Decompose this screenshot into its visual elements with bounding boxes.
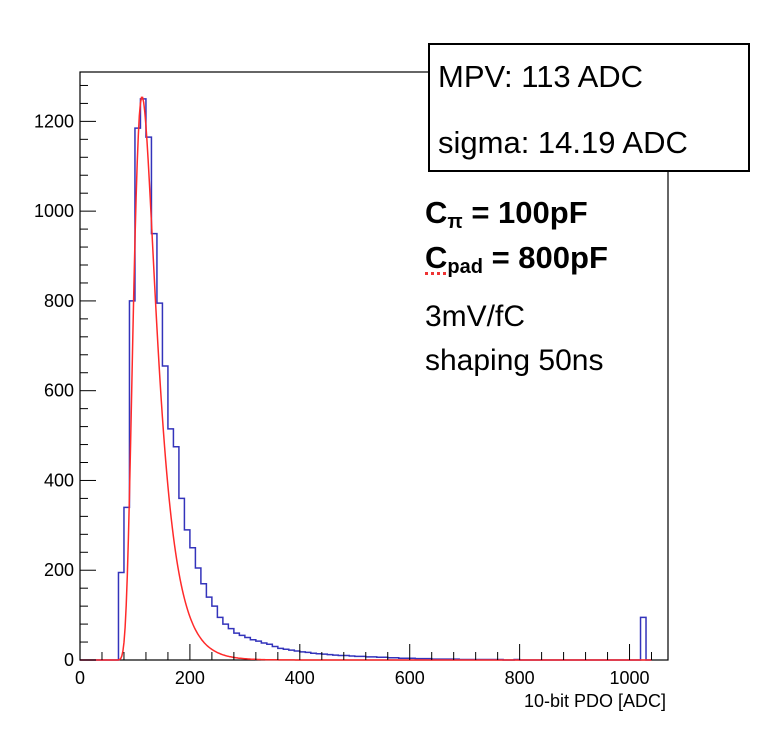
x-tick-label: 200 <box>175 668 205 688</box>
x-tick-label: 600 <box>395 668 425 688</box>
stats-box: MPV: 113 ADC sigma: 14.19 ADC <box>428 43 750 172</box>
c-pad-subscript: pad <box>447 256 483 278</box>
histogram-outline <box>80 98 652 661</box>
c-pad-annotation: Cpad = 800pF <box>425 240 608 278</box>
shaping-annotation: shaping 50ns <box>425 344 604 377</box>
axes: 0 200 400 600 800 1000 0 200 400 600 800 1000 1200 <box>34 84 653 688</box>
c-pi-annotation: Cπ = 100pF <box>425 195 588 233</box>
c-pi-subscript: π <box>447 211 463 233</box>
c-pad-symbol: Cpad <box>425 240 483 278</box>
y-tick-label: 1000 <box>34 201 74 221</box>
x-tick-label: 400 <box>285 668 315 688</box>
fit-curve-series <box>80 96 652 661</box>
y-tick-label: 800 <box>44 291 74 311</box>
x-tick-label: 0 <box>75 668 85 688</box>
gain-annotation: 3mV/fC <box>425 300 526 333</box>
y-tick-label: 200 <box>44 560 74 580</box>
y-tick-label: 400 <box>44 470 74 490</box>
y-tick-label: 0 <box>64 650 74 670</box>
sigma-label: sigma: 14.19 ADC <box>438 125 688 160</box>
c-pi-symbol: C <box>425 195 448 230</box>
c-pi-value: = 100pF <box>462 195 588 230</box>
c-pad-value: = 800pF <box>482 240 608 275</box>
y-tick-label: 600 <box>44 381 74 401</box>
x-axis-title: 10-bit PDO [ADC] <box>524 691 666 711</box>
fit-curve <box>80 96 652 661</box>
mpv-label: MPV: 113 ADC <box>438 59 644 94</box>
x-tick-label: 800 <box>505 668 535 688</box>
x-tick-label: 1000 <box>610 668 650 688</box>
c-pad-letter: C <box>425 240 448 275</box>
y-tick-label: 1200 <box>34 111 74 131</box>
histogram-series <box>80 98 652 661</box>
